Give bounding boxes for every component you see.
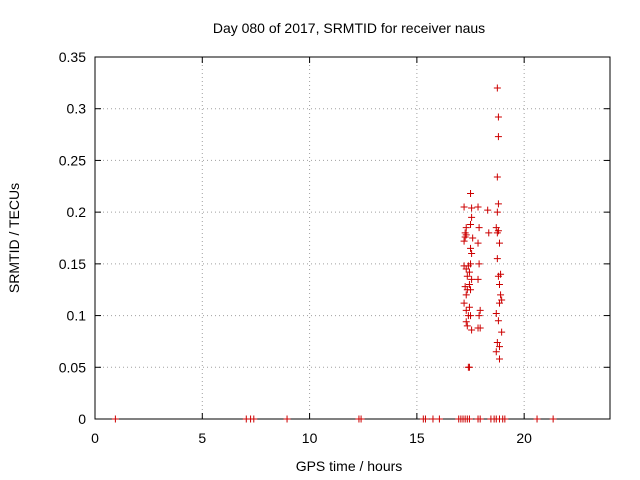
data-point [468, 275, 476, 283]
data-point [498, 328, 506, 336]
y-tick-label: 0.35 [59, 49, 86, 65]
data-point [462, 224, 470, 232]
data-point [493, 338, 501, 346]
data-point [469, 234, 477, 242]
data-point [467, 190, 475, 198]
data-point [111, 415, 119, 423]
data-point [468, 326, 476, 334]
data-point [495, 355, 503, 363]
data-point [357, 415, 365, 423]
data-point [283, 415, 291, 423]
data-points [111, 84, 557, 423]
data-point [494, 133, 502, 141]
data-point [494, 113, 502, 121]
data-point [474, 275, 482, 283]
data-point [467, 244, 475, 252]
data-point [474, 203, 482, 211]
data-point [421, 415, 429, 423]
x-axis-label: GPS time / hours [296, 458, 403, 474]
y-tick-label: 0.15 [59, 256, 86, 272]
data-point [468, 250, 476, 258]
data-point [462, 306, 470, 314]
y-tick-label: 0.05 [59, 359, 86, 375]
data-point [493, 208, 501, 216]
data-point [495, 299, 503, 307]
data-point [495, 281, 503, 289]
data-point [467, 312, 475, 320]
data-point [494, 317, 502, 325]
axis-ticks: 0 0.05 0.1 0.15 0.2 0.25 0.3 0.35 0 5 10 15 20 [59, 49, 610, 446]
data-point [435, 415, 443, 423]
data-point [474, 239, 482, 247]
data-point [493, 173, 501, 181]
data-point [476, 415, 484, 423]
y-tick-label: 0.2 [67, 204, 87, 220]
x-tick-label: 15 [409, 430, 425, 446]
data-point [465, 281, 473, 289]
data-point [493, 84, 501, 92]
y-axis-label: SRMTID / TECUs [6, 183, 22, 293]
data-point [495, 239, 503, 247]
plot-frame [94, 56, 611, 420]
data-point [493, 229, 501, 237]
data-point [464, 262, 472, 270]
data-point [475, 224, 483, 232]
data-point [250, 415, 258, 423]
data-point [460, 299, 468, 307]
data-point [533, 415, 541, 423]
y-tick-label: 0.3 [67, 101, 87, 117]
chart-title: Day 080 of 2017, SRMTID for receiver nau… [213, 20, 485, 36]
data-point [476, 324, 484, 332]
data-point [460, 237, 468, 245]
data-point [467, 286, 475, 294]
data-point [492, 348, 500, 356]
data-point [429, 415, 437, 423]
data-point [475, 260, 483, 268]
data-point [493, 255, 501, 263]
y-tick-label: 0.1 [67, 308, 87, 324]
data-point [463, 322, 471, 330]
data-point [463, 272, 471, 280]
data-point [462, 318, 470, 326]
data-point [467, 221, 475, 229]
data-point [497, 291, 505, 299]
data-point [549, 415, 557, 423]
x-tick-label: 10 [302, 430, 318, 446]
data-point [485, 229, 493, 237]
data-point [462, 231, 470, 239]
data-point [465, 268, 473, 276]
data-point [494, 200, 502, 208]
data-point [465, 415, 473, 423]
data-point [462, 291, 470, 299]
data-point [465, 363, 473, 371]
data-point [495, 343, 503, 351]
y-tick-label: 0 [78, 411, 86, 427]
data-point [475, 312, 483, 320]
data-point [484, 206, 492, 214]
data-point [494, 272, 502, 280]
data-point [476, 306, 484, 314]
data-point [468, 213, 476, 221]
x-tick-label: 0 [91, 430, 99, 446]
data-point [492, 310, 500, 318]
data-point [465, 303, 473, 311]
data-point [468, 204, 476, 212]
y-tick-label: 0.25 [59, 152, 86, 168]
x-tick-label: 20 [516, 430, 532, 446]
grid-lines [95, 57, 610, 419]
data-point [460, 203, 468, 211]
data-point [501, 415, 509, 423]
x-tick-label: 5 [198, 430, 206, 446]
